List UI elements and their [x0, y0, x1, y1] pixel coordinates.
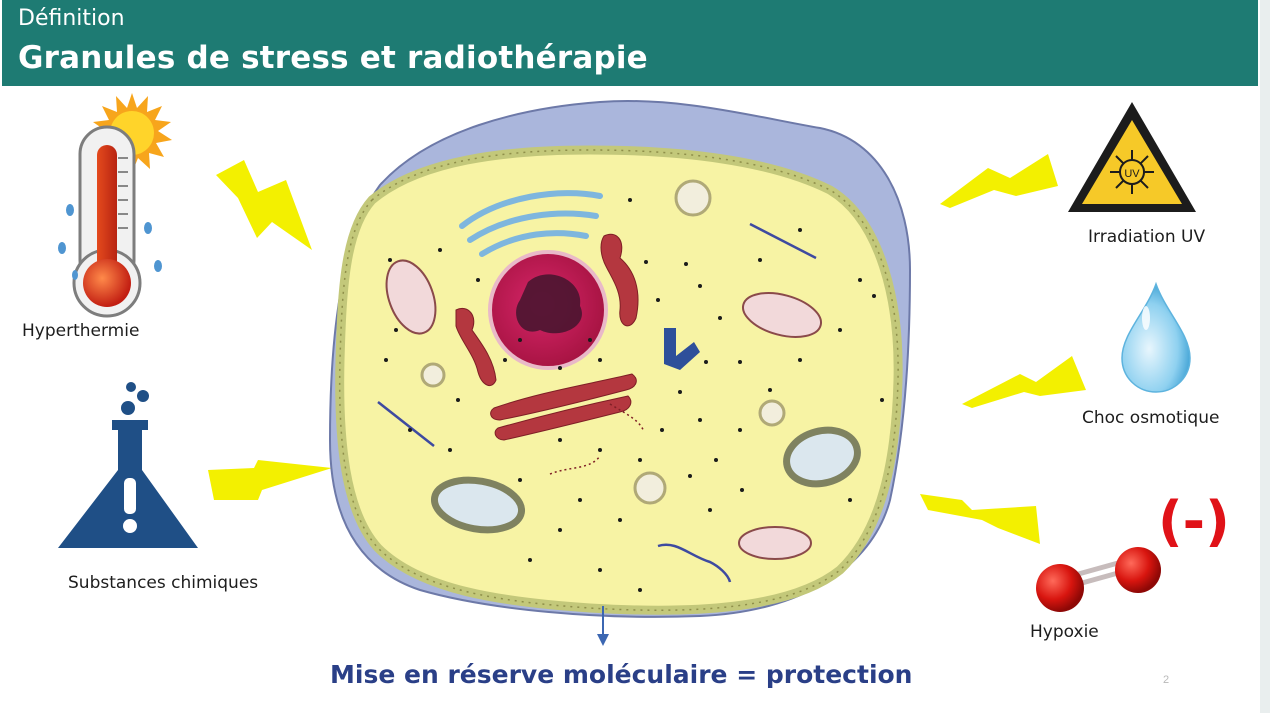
header-bar: Définition Granules de stress et radioth… — [2, 0, 1258, 86]
uv-warning-sign-icon: UV — [1068, 102, 1196, 212]
sweat-drops — [58, 204, 162, 280]
lightning-bolt-hyperthermia — [216, 160, 312, 250]
oxygen-molecule-icon — [1036, 547, 1161, 612]
cell-illustration — [328, 99, 912, 618]
label-hyperthermia: Hyperthermie — [22, 321, 140, 341]
vesicles — [420, 179, 786, 505]
down-arrow-icon — [597, 606, 609, 646]
lightning-bolt-osmotic — [962, 356, 1086, 408]
lightning-bolts — [208, 154, 1086, 544]
golgi-apparatus — [459, 190, 603, 257]
cytoskeleton-filaments — [377, 222, 817, 583]
nucleus — [488, 250, 608, 370]
water-drop-icon — [1121, 281, 1191, 393]
uv-sign-text: UV — [1124, 168, 1140, 180]
centrosome — [664, 328, 700, 370]
lightning-bolt-uv — [940, 154, 1058, 208]
label-chemicals: Substances chimiques — [68, 573, 259, 593]
ribosomes — [384, 198, 884, 592]
thermometer-sun-icon — [58, 93, 172, 318]
lightning-bolt-chemicals — [208, 460, 332, 500]
page-number: 2 — [1163, 674, 1170, 686]
slide-edge — [1260, 0, 1270, 713]
flask-warning-icon — [58, 382, 198, 548]
endoplasmic-reticulum — [455, 233, 639, 441]
bottom-caption: Mise en réserve moléculaire = protection — [330, 660, 913, 689]
hypoxia-minus-sign: (-) — [1158, 490, 1230, 553]
label-osmotic: Choc osmotique — [1082, 408, 1220, 428]
label-uv: Irradiation UV — [1088, 227, 1206, 247]
section-kicker: Définition — [18, 6, 125, 31]
mitochondria — [385, 259, 822, 560]
slide-title: Granules de stress et radiothérapie — [18, 40, 648, 76]
lightning-bolt-hypoxia — [920, 494, 1040, 544]
vacuoles — [430, 426, 861, 534]
label-hypoxia: Hypoxie — [1030, 622, 1099, 642]
